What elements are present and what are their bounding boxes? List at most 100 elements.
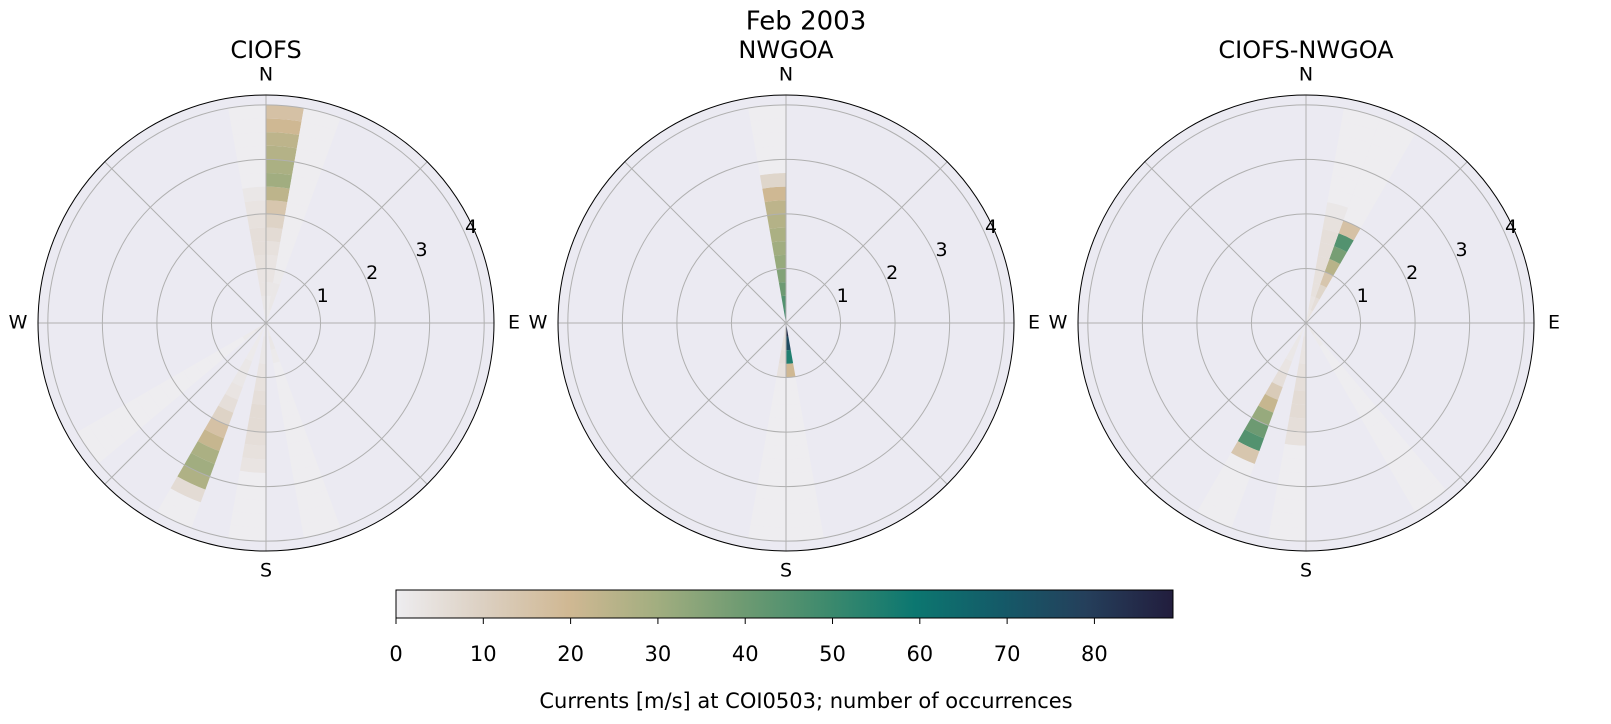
rose-bin [249,403,266,419]
rose-bin [301,108,341,131]
rose-bin [242,443,266,460]
rose-bin [77,425,110,464]
rose-bin [231,370,248,388]
radial-tick-label: 3 [1456,239,1468,261]
rose-bin [1322,215,1344,234]
rose-bin [218,343,235,359]
rose-bin [147,384,172,411]
radial-tick-label: 3 [416,239,428,261]
rose-bin [771,390,786,405]
rose-bin [237,159,266,176]
direction-label: E [1028,312,1040,334]
rose-bin [1374,427,1403,453]
angular-grid-line [624,161,787,324]
rose-bin [778,349,786,364]
rose-bin [251,390,266,405]
rose-bin [778,282,786,297]
rose-bin [1296,363,1306,378]
colorbar-tick-label: 40 [732,642,759,666]
rose-bin [239,457,266,473]
rose-bin [1258,393,1279,413]
rose-bin [235,484,266,501]
rose-bin [757,470,786,487]
rose-bin [774,376,786,392]
rose-bin [1366,143,1402,170]
rose-bin [263,323,266,337]
radial-tick-label: 2 [366,262,378,284]
rose-bin [191,441,220,464]
rose-bin [1244,417,1269,439]
rose-bin [762,443,786,460]
rose-bin [1298,349,1306,364]
rose-bin [767,213,786,229]
rose-bin [759,173,786,189]
rose-bin [280,228,299,247]
rose-bin [266,295,271,310]
rose-bin [266,254,278,270]
colorbar-tick-label: 80 [1081,642,1108,666]
rose-bin [266,104,304,122]
rose-bin [748,524,786,542]
angular-grid-line [265,161,428,324]
rose-bin [1285,346,1297,362]
angular-grid-line [104,322,267,485]
direction-label: S [1300,560,1312,582]
rose-bin [170,476,206,503]
rose-bin [1196,500,1237,529]
rose-bin [244,200,266,216]
rose-bin [1217,464,1251,490]
rose-bin [748,104,786,122]
rose-bin [781,336,786,351]
rose-bin [238,358,253,375]
rose-bin [786,390,801,405]
radial-grid-line [621,158,951,488]
rose-bin [100,411,131,446]
rose-bin [245,346,257,362]
rose-bin [1275,484,1306,501]
rose-bin [232,132,266,149]
rose-bin [254,323,266,332]
subplot-title: CIOFS-NWGOA [1218,36,1394,64]
angular-grid-line [265,322,428,485]
colorbar-tick-label: 60 [906,642,933,666]
rose-bin [1268,524,1306,542]
radial-grid-line [156,213,376,433]
rose-bin [1310,282,1320,298]
rose-bin [296,134,332,157]
radial-tick-label: 1 [317,285,329,307]
rose-bin [225,382,243,400]
rose-bin [1315,284,1327,300]
radial-grid-line [730,267,842,379]
rose-bin [301,515,341,538]
rose-bin [750,118,786,135]
rose-bin [786,443,810,460]
colorbar-tick-label: 20 [557,642,584,666]
radial-tick-label: 4 [985,216,997,238]
rose-bin [1375,117,1416,146]
rose-bin [1324,258,1341,276]
radial-tick-label: 1 [1357,285,1369,307]
rose-bin [263,309,266,323]
rose-bin [1324,202,1348,221]
rose-bin [764,200,786,216]
rose-bin [1367,417,1394,442]
rose-bin [1333,364,1350,383]
rose-bin [1371,130,1409,158]
rose-bin [230,336,246,350]
rose-bin [239,173,266,189]
rose-bin [752,132,786,149]
rose-bin [287,188,313,208]
colorbar-tick-label: 0 [389,642,402,666]
rose-bin [786,470,815,487]
rose-bin [266,282,274,297]
rose-bin [266,213,285,229]
rose-bin [259,323,266,336]
rose-bin [230,511,266,528]
rose-bin [294,476,327,498]
rose-bin [786,417,805,433]
rose-bin [786,497,820,514]
rose-bin [1315,255,1330,272]
rose-bin [244,430,266,446]
rose-bin [275,255,290,272]
